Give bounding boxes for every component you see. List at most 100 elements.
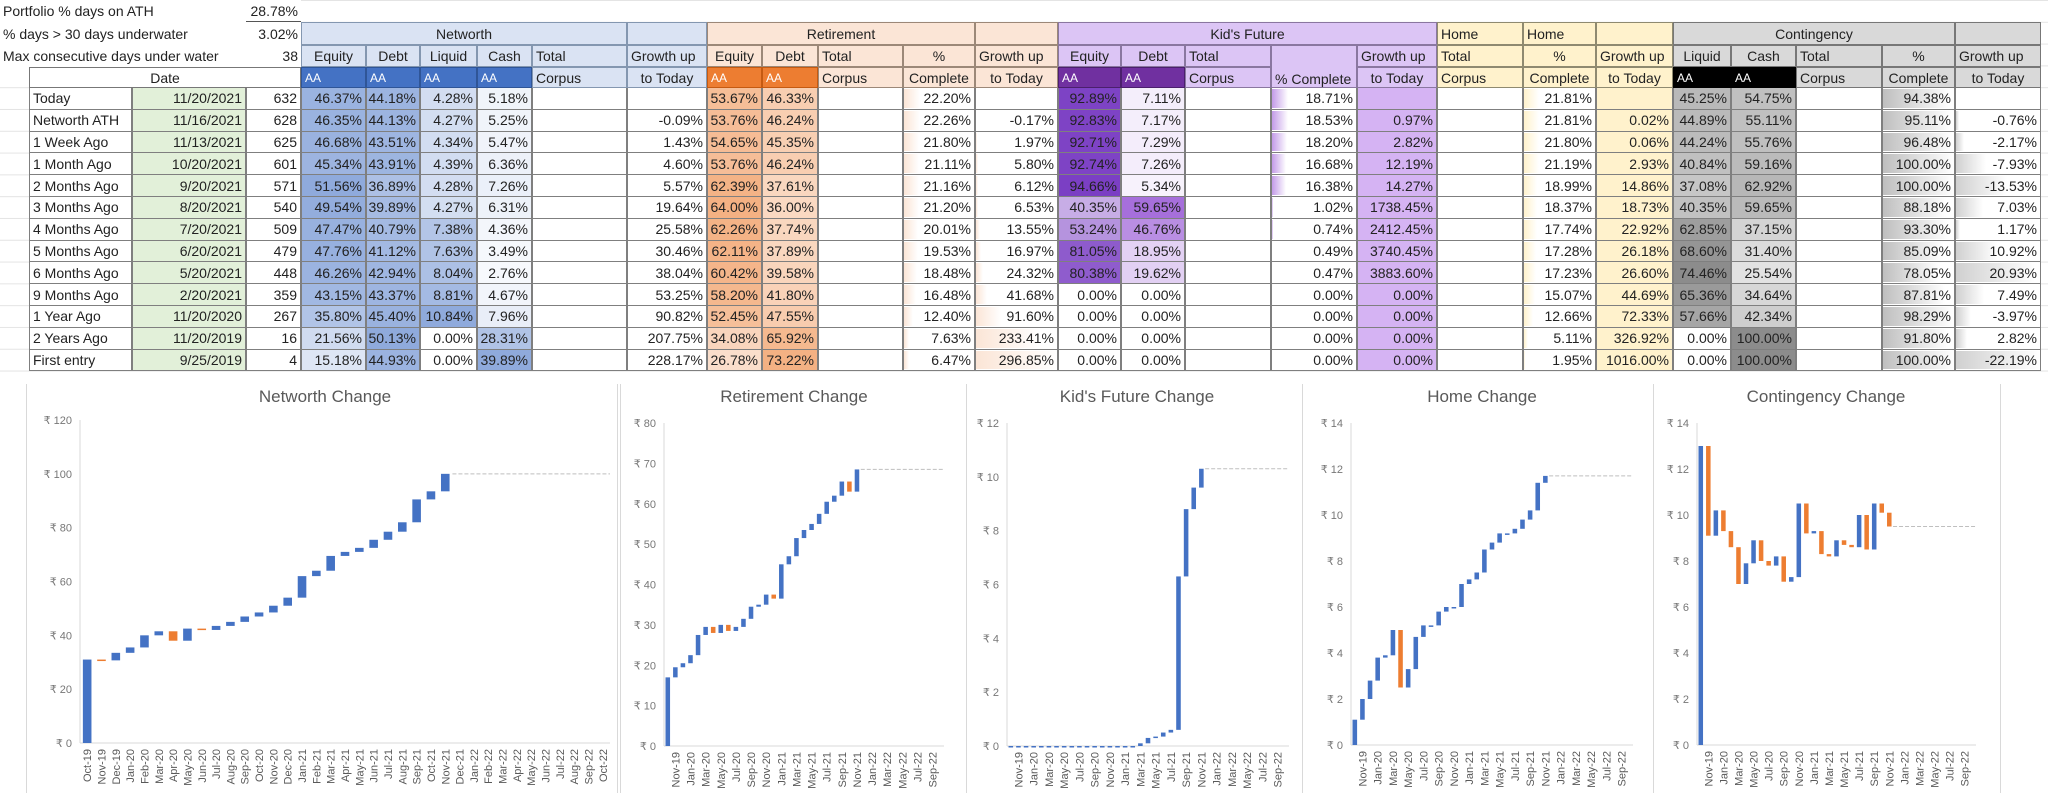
cell-value: 6.53% (1014, 199, 1054, 215)
y-tick-label: ₹ 40 (50, 630, 72, 642)
cell-value: 10.84% (426, 308, 473, 324)
x-tick-label: Mar-20 (1388, 751, 1400, 786)
table-cell: 18.37% (1523, 197, 1596, 219)
cell-value: 55.76% (1745, 134, 1792, 150)
table-cell: 74.46% (1673, 262, 1731, 284)
y-tick-label: ₹ 12 (1321, 464, 1343, 476)
increase-bar (741, 619, 746, 627)
table-cell: 5.57% (627, 175, 707, 197)
table-cell: 47.47% (301, 219, 366, 241)
table-cell: 12.40% (903, 306, 975, 328)
cell-value: 25.58% (656, 221, 703, 237)
table-cell: 92.89% (1058, 88, 1121, 110)
cell-value: 0.00% (1393, 330, 1433, 346)
table-cell (532, 197, 627, 219)
table-cell (1796, 197, 1882, 219)
cell-value: 46.33% (767, 90, 814, 106)
cell-value: 4.67% (488, 287, 528, 303)
increase-bar (1528, 510, 1533, 519)
cell-value: 12.40% (924, 308, 971, 324)
cell-value: 65.36% (1680, 287, 1727, 303)
table-cell: 479 (246, 241, 301, 263)
table-cell: 44.13% (366, 110, 420, 132)
table-cell (1185, 88, 1271, 110)
table-cell: 22.20% (903, 88, 975, 110)
increase-bar (1482, 550, 1487, 573)
date-header: Date (29, 67, 301, 88)
cell-value: 54.65% (711, 134, 758, 150)
table-cell: 93.30% (1882, 219, 1955, 241)
x-tick-label: Jan-20 (685, 752, 697, 786)
y-tick-label: ₹ 60 (634, 499, 656, 511)
table-cell: 44.24% (1673, 132, 1731, 154)
table-cell: 628 (246, 110, 301, 132)
table-cell: 0.00% (1121, 306, 1185, 328)
table-cell: 26.78% (707, 350, 762, 372)
kids-future-change-chart[interactable]: Kid's Future Change₹ 0₹ 2₹ 4₹ 6₹ 8₹ 10₹ … (966, 384, 1304, 793)
data-bar (1524, 133, 1539, 152)
cell-value: 22.20% (924, 90, 971, 106)
table-cell: 21.56% (301, 328, 366, 350)
cell-value: 5.80% (1014, 156, 1054, 172)
decrease-bar (97, 660, 106, 662)
increase-bar (1100, 746, 1105, 748)
table-cell: 92.83% (1058, 110, 1121, 132)
table-cell: 100.00% (1731, 350, 1796, 372)
table-cell: 45.40% (366, 306, 420, 328)
table-cell (818, 306, 903, 328)
y-tick-label: ₹ 8 (1327, 556, 1343, 568)
table-cell: 87.81% (1882, 284, 1955, 306)
x-tick-label: May-22 (1586, 751, 1598, 788)
increase-bar (1436, 612, 1441, 626)
contingency-change-chart[interactable]: Contingency Change₹ 0₹ 2₹ 4₹ 6₹ 8₹ 10₹ 1… (1653, 384, 2001, 793)
table-cell: 2412.45% (1357, 219, 1437, 241)
table-cell: 7.96% (477, 306, 532, 328)
row-label: 1 Year Ago (29, 306, 132, 328)
table-cell: 54.65% (707, 132, 762, 154)
table-cell: 53.67% (707, 88, 762, 110)
table-cell: 58.20% (707, 284, 762, 306)
x-tick-label: Sep-20 (240, 749, 252, 784)
table-cell: 448 (246, 262, 301, 284)
cell-value: 57.66% (1680, 308, 1727, 324)
table-cell: 59.65% (1121, 197, 1185, 219)
table-cell: 18.53% (1271, 110, 1357, 132)
cell-value: 47.47% (315, 221, 362, 237)
table-cell (1437, 219, 1523, 241)
table-cell: 0.00% (1271, 328, 1357, 350)
y-tick-label: ₹ 4 (1327, 648, 1343, 660)
cell-value: 628 (274, 112, 297, 128)
table-cell (1437, 350, 1523, 372)
table-cell: 44.69% (1596, 284, 1673, 306)
table-cell (1357, 88, 1437, 110)
cell-value: 0.00% (1393, 308, 1433, 324)
table-cell: 509 (246, 219, 301, 241)
cell-value: 5.25% (488, 112, 528, 128)
data-bar (1956, 329, 1967, 348)
decrease-bar (726, 625, 731, 631)
cell-value: 93.30% (1904, 221, 1951, 237)
table-cell: 0.00% (1673, 328, 1731, 350)
cell-value: 53.76% (711, 112, 758, 128)
networth-change-chart[interactable]: Networth Change₹ 0₹ 20₹ 40₹ 60₹ 80₹ 100₹… (26, 384, 618, 793)
table-cell: 0.47% (1271, 262, 1357, 284)
table-cell: 5.80% (975, 153, 1058, 175)
cell-value: 21.16% (924, 178, 971, 194)
cell-value: 34.08% (711, 330, 758, 346)
cell-value: 50.13% (369, 330, 416, 346)
cell-value: 20.93% (1990, 265, 2037, 281)
cell-value: 65.92% (767, 330, 814, 346)
table-cell: 46.26% (301, 262, 366, 284)
decrease-bar (1721, 510, 1726, 531)
table-cell (1437, 262, 1523, 284)
table-cell: 296.85% (975, 350, 1058, 372)
cell-value: 46.24% (767, 156, 814, 172)
increase-bar (1714, 510, 1719, 535)
decrease-bar (1781, 556, 1786, 581)
row-label: First entry (29, 350, 132, 372)
table-cell (1185, 306, 1271, 328)
cell-value: 17.28% (1545, 243, 1592, 259)
retirement-change-chart[interactable]: Retirement Change₹ 0₹ 10₹ 20₹ 30₹ 40₹ 50… (620, 384, 968, 793)
